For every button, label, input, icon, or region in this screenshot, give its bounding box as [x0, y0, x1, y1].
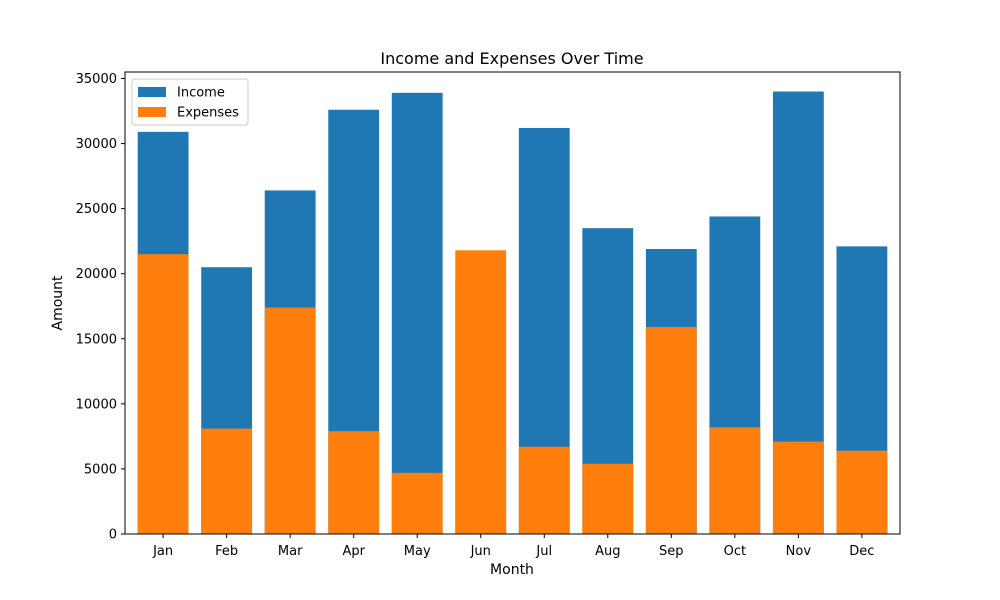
legend-label-income: Income	[177, 86, 225, 101]
x-tick-label: Jul	[535, 544, 552, 559]
expenses-bar-oct	[709, 427, 761, 534]
x-tick-label: Feb	[215, 544, 238, 559]
x-tick-label: Aug	[595, 544, 620, 559]
y-axis-label: Amount	[50, 275, 66, 331]
expenses-bar-may	[391, 472, 443, 534]
y-tick-label: 20000	[76, 267, 117, 282]
legend-swatch-expenses	[138, 107, 166, 117]
series-expenses	[137, 250, 888, 535]
x-tick-label: Jan	[152, 544, 173, 559]
y-tick-label: 0	[109, 528, 117, 543]
expenses-bar-feb	[201, 428, 253, 534]
expenses-bar-sep	[645, 327, 697, 534]
y-tick-label: 15000	[76, 332, 117, 347]
y-tick-label: 10000	[76, 397, 117, 412]
expenses-bar-dec	[836, 450, 888, 534]
legend-label-expenses: Expenses	[177, 106, 239, 121]
x-tick-label: Sep	[659, 544, 684, 559]
expenses-bar-mar	[264, 307, 316, 534]
bars-layer	[137, 91, 888, 535]
x-tick-label: Mar	[278, 544, 303, 559]
legend: Income Expenses	[131, 78, 249, 126]
x-axis-label: Month	[490, 562, 534, 578]
y-tick-label: 35000	[76, 72, 117, 87]
x-tick-label: Oct	[724, 544, 746, 559]
expenses-bar-jan	[137, 254, 189, 534]
chart-title: Income and Expenses Over Time	[380, 49, 643, 68]
x-tick-label: May	[404, 544, 431, 559]
x-tick-label: Dec	[849, 544, 874, 559]
expenses-bar-nov	[772, 441, 824, 534]
x-tick-label: Jun	[470, 544, 491, 559]
x-tick-label: Apr	[342, 544, 365, 559]
ticks-layer: Jan Feb Mar Apr May Jun Jul Aug Sep Oct Nov Dec 0 500…	[76, 72, 875, 559]
expenses-bar-jul	[518, 446, 570, 534]
x-tick-label: Nov	[786, 544, 812, 559]
y-tick-label: 30000	[76, 137, 117, 152]
y-tick-label: 25000	[76, 202, 117, 217]
y-tick-label: 5000	[84, 462, 117, 477]
expenses-bar-apr	[328, 431, 380, 534]
legend-swatch-income	[138, 87, 166, 97]
income-bar-may	[391, 92, 443, 534]
plot-frame	[124, 71, 901, 535]
expenses-bar-aug	[582, 463, 634, 534]
expenses-bar-jun	[455, 250, 507, 535]
